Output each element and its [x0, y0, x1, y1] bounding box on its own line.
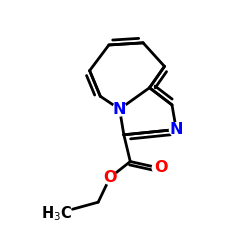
Circle shape	[170, 122, 183, 136]
Text: N: N	[170, 122, 183, 137]
Text: N: N	[113, 102, 126, 117]
Text: O: O	[154, 160, 168, 176]
Text: O: O	[103, 170, 117, 185]
Circle shape	[152, 161, 166, 175]
Text: H$_3$C: H$_3$C	[41, 204, 72, 223]
Circle shape	[113, 102, 126, 116]
Circle shape	[103, 171, 117, 184]
